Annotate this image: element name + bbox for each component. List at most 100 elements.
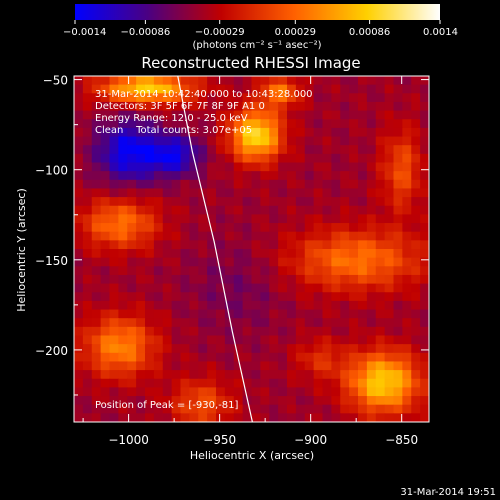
heatmap-cell xyxy=(287,404,297,414)
heatmap-cell xyxy=(375,171,386,181)
heatmap-cell xyxy=(145,162,155,172)
heatmap-cell xyxy=(118,274,128,285)
heatmap-cell xyxy=(313,413,324,422)
heatmap-cell xyxy=(331,257,341,267)
heatmap-cell xyxy=(358,171,368,181)
heatmap-cell xyxy=(145,352,155,363)
heatmap-cell xyxy=(420,378,429,388)
heatmap-cell xyxy=(278,344,288,354)
heatmap-cell xyxy=(295,84,306,94)
heatmap-cell xyxy=(331,223,341,233)
heatmap-cell xyxy=(118,197,128,207)
heatmap-cell xyxy=(260,309,270,319)
heatmap-cell xyxy=(189,197,199,207)
heatmap-cell xyxy=(207,326,217,337)
heatmap-cell xyxy=(136,413,146,422)
heatmap-cell xyxy=(207,283,217,293)
heatmap-cell xyxy=(358,136,368,146)
heatmap-cell xyxy=(109,136,119,146)
x-tick-label: −900 xyxy=(294,433,327,447)
heatmap-cell xyxy=(251,378,261,388)
heatmap-cell xyxy=(180,326,190,337)
heatmap-cell xyxy=(358,370,368,380)
heatmap-cell xyxy=(287,214,297,224)
heatmap-cell xyxy=(145,413,155,422)
heatmap-cell xyxy=(420,171,429,181)
heatmap-cell xyxy=(251,257,261,267)
heatmap-cell xyxy=(162,171,173,181)
heatmap-cell xyxy=(233,136,244,146)
heatmap-cell xyxy=(251,283,261,293)
heatmap-cell xyxy=(304,352,315,363)
heatmap-cell xyxy=(340,127,350,138)
heatmap-cell xyxy=(384,76,395,86)
heatmap-cell xyxy=(402,292,412,302)
heatmap-cell xyxy=(180,266,190,276)
heatmap-cell xyxy=(402,179,412,190)
heatmap-cell xyxy=(207,145,217,155)
heatmap-cell xyxy=(384,127,395,138)
heatmap-cell xyxy=(331,93,341,103)
heatmap-cell xyxy=(118,136,128,146)
heatmap-cell xyxy=(136,171,146,181)
heatmap-cell xyxy=(136,223,146,233)
heatmap-cell xyxy=(127,292,137,302)
heatmap-cell xyxy=(340,179,350,190)
heatmap-cell xyxy=(366,396,377,406)
heatmap-cell xyxy=(162,249,173,259)
heatmap-cell xyxy=(304,378,315,388)
heatmap-cell xyxy=(145,136,155,146)
heatmap-cell xyxy=(109,231,119,241)
heatmap-cell xyxy=(145,171,155,181)
heatmap-cell xyxy=(287,197,297,207)
heatmap-cell xyxy=(393,93,403,103)
heatmap-cell xyxy=(82,162,93,172)
heatmap-cell xyxy=(74,249,84,259)
heatmap-cell xyxy=(393,153,403,164)
heatmap-cell xyxy=(251,387,261,397)
heatmap-cell xyxy=(322,119,332,129)
heatmap-cell xyxy=(109,84,119,94)
heatmap-cell xyxy=(162,76,173,86)
heatmap-cell xyxy=(260,283,270,293)
heatmap-cell xyxy=(198,231,208,241)
heatmap-cell xyxy=(100,110,111,120)
heatmap-cell xyxy=(340,283,350,293)
heatmap-cell xyxy=(207,76,217,86)
heatmap-cell xyxy=(198,119,208,129)
heatmap-cell xyxy=(313,93,324,103)
heatmap-cell xyxy=(162,119,173,129)
heatmap-cell xyxy=(384,101,395,112)
heatmap-cell xyxy=(287,93,297,103)
heatmap-cell xyxy=(358,344,368,354)
heatmap-cell xyxy=(180,361,190,371)
heatmap-cell xyxy=(109,257,119,267)
heatmap-cell xyxy=(207,361,217,371)
heatmap-cell xyxy=(74,309,84,319)
heatmap-cell xyxy=(136,266,146,276)
heatmap-cell xyxy=(251,274,261,285)
heatmap-cell xyxy=(118,119,128,129)
heatmap-cell xyxy=(162,153,173,164)
heatmap-cell xyxy=(295,300,306,311)
heatmap-cell xyxy=(153,413,164,422)
heatmap-cell xyxy=(153,205,164,215)
heatmap-cell xyxy=(171,153,182,164)
heatmap-cell xyxy=(136,127,146,138)
heatmap-cell xyxy=(375,292,386,302)
heatmap-cell xyxy=(180,387,190,397)
heatmap-cell xyxy=(145,249,155,259)
heatmap-cell xyxy=(198,283,208,293)
annotation-block: 31-Mar-2014 10:42:40.000 to 10:43:28.000… xyxy=(95,89,313,136)
heatmap-cell xyxy=(278,378,288,388)
heatmap-cell xyxy=(145,101,155,112)
heatmap-cell xyxy=(366,197,377,207)
heatmap-cell xyxy=(82,231,93,241)
heatmap-cell xyxy=(171,387,182,397)
heatmap-cell xyxy=(393,370,403,380)
heatmap-cell xyxy=(233,205,244,215)
heatmap-cell xyxy=(145,93,155,103)
heatmap-cell xyxy=(295,283,306,293)
heatmap-cell xyxy=(322,223,332,233)
heatmap-cell xyxy=(411,344,421,354)
